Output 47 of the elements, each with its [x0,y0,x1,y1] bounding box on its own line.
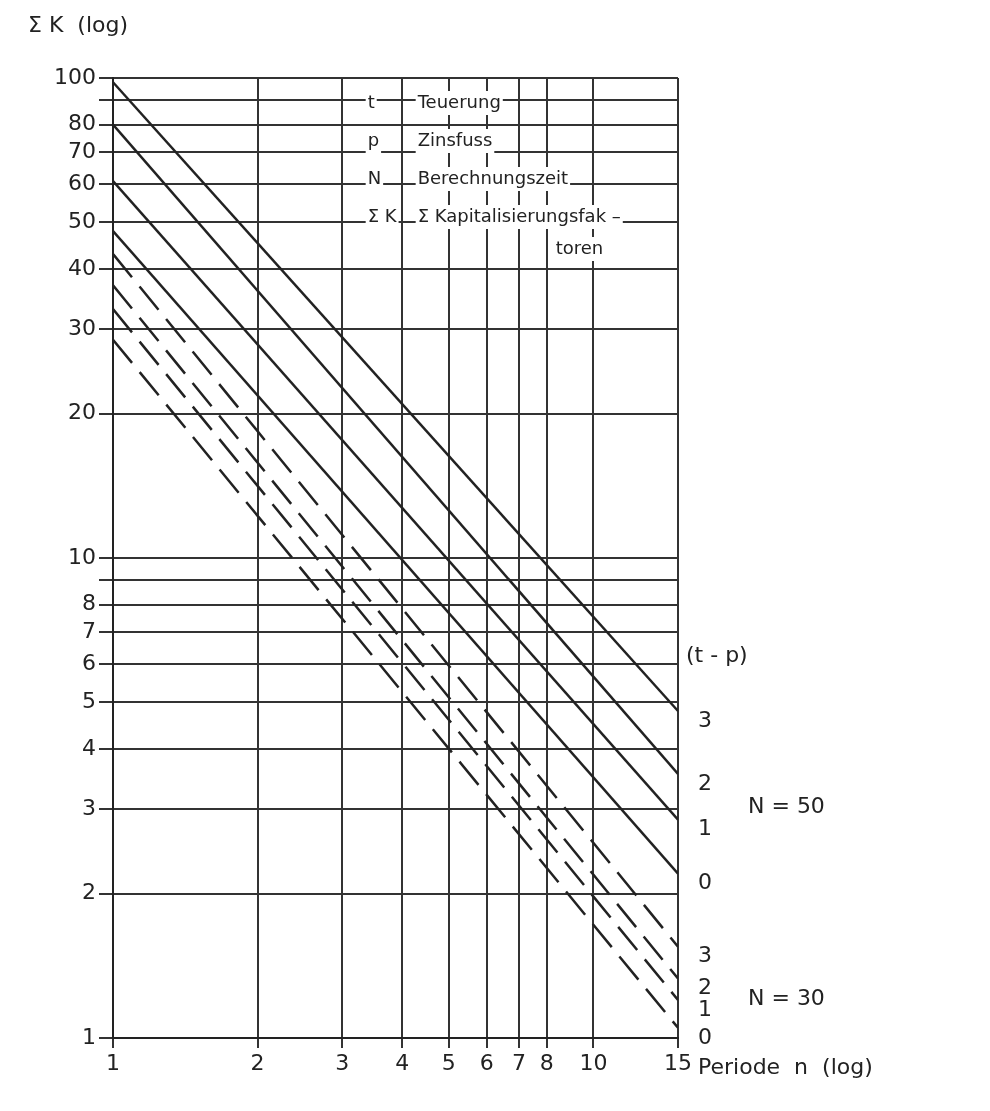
y-tick-label: 5 [82,688,96,714]
x-tick-label: 10 [579,1049,608,1075]
series-label: 3 [698,706,712,732]
annotation: Σ K [367,204,398,226]
series-label: 2 [698,769,712,795]
x-tick-label: 15 [664,1049,692,1075]
x-tick-label: 5 [441,1049,456,1075]
annotation: Σ Kapitalisierungsfak – [417,204,621,226]
y-tick-label: 2 [82,879,96,905]
y-axis-title: Σ K (log) [28,11,129,37]
annotation: Zinsfuss [417,128,493,150]
x-tick-label: 7 [511,1049,526,1075]
y-tick-label: 70 [68,138,96,164]
y-tick-label: 6 [82,650,96,676]
x-tick-label: 8 [539,1049,554,1075]
text: (t - p) [686,641,748,667]
y-tick-label: 50 [68,208,96,234]
annotation: Berechnungszeit [417,166,569,188]
x-axis-title: Periode n (log) [698,1053,873,1079]
y-tick-label: 4 [82,734,96,760]
y-tick-label: 30 [68,314,96,340]
series-label: 1 [698,815,712,841]
y-tick-label: 100 [54,63,96,89]
text: N = 30 [748,984,825,1010]
y-tick-label: 8 [82,590,96,616]
annotation: toren [555,236,604,258]
y-tick-label: 1 [82,1023,96,1049]
y-tick-label: 20 [68,399,96,425]
series-label: 0 [698,869,712,895]
annotation: N [367,166,382,188]
y-tick-label: 7 [82,618,96,644]
annotation: p [367,128,380,150]
annotation: t [367,90,375,112]
x-tick-label: 4 [395,1049,410,1075]
x-tick-label: 1 [106,1049,120,1075]
annotation: Teuerung [416,90,501,112]
y-tick-label: 60 [68,170,96,196]
y-tick-label: 10 [68,543,96,569]
y-tick-label: 3 [82,794,96,820]
text: N = 50 [748,792,825,818]
y-tick-label: 40 [68,254,96,280]
x-tick-label: 2 [250,1049,265,1075]
x-tick-label: 3 [335,1049,350,1075]
series-label: 0 [698,1023,712,1049]
series-label: 3 [698,942,712,968]
x-tick-label: 6 [479,1049,494,1075]
y-tick-label: 80 [68,110,96,136]
